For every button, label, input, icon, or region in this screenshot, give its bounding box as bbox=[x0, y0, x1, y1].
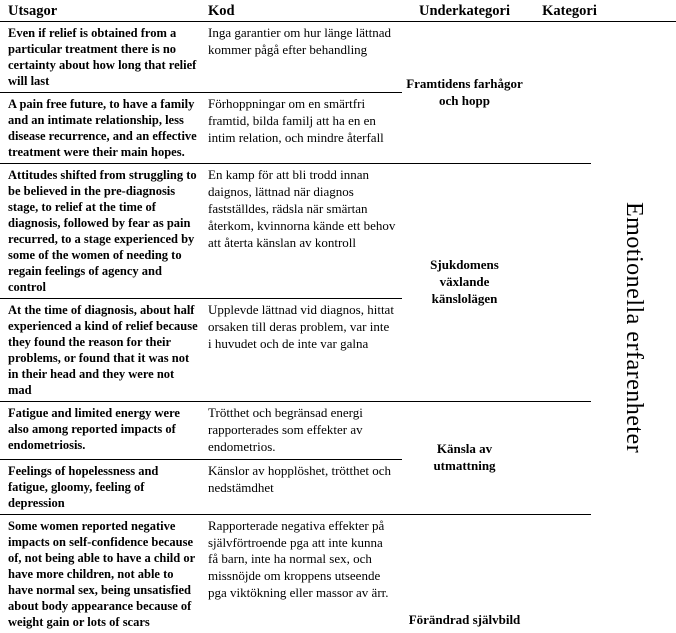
header-utsagor: Utsagor bbox=[0, 3, 204, 20]
kategori-label: Emotionella erfarenheter bbox=[620, 202, 647, 453]
group-row: Even if relief is obtained from a partic… bbox=[0, 22, 591, 164]
cell-underkategori: Känsla av utmattning bbox=[402, 402, 527, 514]
cell-kod: En kamp för att bli trodd innan daignos,… bbox=[204, 164, 402, 298]
cell-utsagor: At the time of diagnosis, about half exp… bbox=[0, 299, 204, 401]
cell-utsagor: Fatigue and limited energy were also amo… bbox=[0, 402, 204, 459]
table-row: Even if relief is obtained from a partic… bbox=[0, 22, 402, 93]
table-row: Feelings of hopelessness and fatigue, gl… bbox=[0, 460, 402, 514]
table-row: Fatigue and limited energy were also amo… bbox=[0, 402, 402, 460]
table-body: Even if relief is obtained from a partic… bbox=[0, 22, 676, 633]
table-row: Attitudes shifted from struggling to be … bbox=[0, 164, 402, 299]
cell-utsagor: Attitudes shifted from struggling to be … bbox=[0, 164, 204, 298]
cell-utsagor: Some women reported negative impacts on … bbox=[0, 515, 204, 633]
table-header-row: Utsagor Kod Underkategori Kategori bbox=[0, 0, 676, 22]
cell-utsagor: Even if relief is obtained from a partic… bbox=[0, 22, 204, 92]
cell-kod: Inga garantier om hur länge lättnad komm… bbox=[204, 22, 402, 92]
cell-kod: Upplevde lättnad vid diagnos, hittat ors… bbox=[204, 299, 402, 401]
cell-kod: Förhoppningar om en smärtfri framtid, bi… bbox=[204, 93, 402, 163]
table-row: Some women reported negative impacts on … bbox=[0, 515, 402, 633]
header-underkategori: Underkategori bbox=[402, 3, 527, 20]
cell-kategori: Emotionella erfarenheter bbox=[591, 22, 676, 633]
group-row: Attitudes shifted from struggling to be … bbox=[0, 164, 591, 402]
cell-underkategori: Förändrad självbild bbox=[402, 515, 527, 633]
table-row: At the time of diagnosis, about half exp… bbox=[0, 299, 402, 401]
cell-kod: Trötthet och begränsad energi rapportera… bbox=[204, 402, 402, 459]
cell-underkategori: Framtidens farhågor och hopp bbox=[402, 22, 527, 163]
header-kategori: Kategori bbox=[527, 3, 612, 20]
header-kod: Kod bbox=[204, 3, 402, 20]
cell-utsagor: A pain free future, to have a family and… bbox=[0, 93, 204, 163]
cell-utsagor: Feelings of hopelessness and fatigue, gl… bbox=[0, 460, 204, 514]
group-row: Fatigue and limited energy were also amo… bbox=[0, 402, 591, 515]
cell-kod: Rapporterade negativa effekter på självf… bbox=[204, 515, 402, 633]
group-row: Some women reported negative impacts on … bbox=[0, 515, 591, 633]
cell-kod: Känslor av hopplöshet, trötthet och neds… bbox=[204, 460, 402, 514]
table-row: A pain free future, to have a family and… bbox=[0, 93, 402, 163]
qualitative-analysis-table: Utsagor Kod Underkategori Kategori Even … bbox=[0, 0, 676, 633]
cell-underkategori: Sjukdomens växlande känslolägen bbox=[402, 164, 527, 401]
